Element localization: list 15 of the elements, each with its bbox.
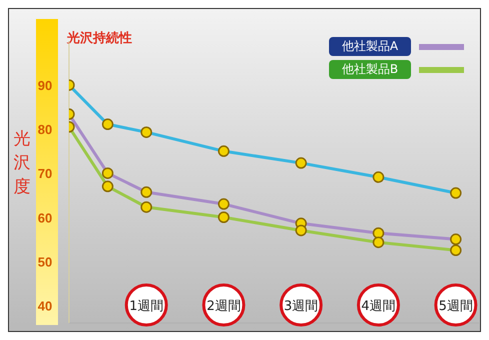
y-tick-label: 50	[38, 254, 52, 270]
x-tick-label: 2週間	[206, 299, 241, 314]
chart-title: 光沢持続性	[67, 30, 132, 47]
y-axis-title: 光沢度	[12, 128, 32, 199]
x-tick-label: 5週間	[438, 299, 473, 314]
x-tick-label: 4週間	[361, 299, 396, 314]
y-tick-label: 70	[38, 166, 52, 182]
legend-label: 他社製品B	[329, 60, 411, 79]
y-tick-label: 40	[38, 298, 52, 314]
x-tick-label: 3週間	[284, 299, 318, 314]
x-tick-label: 1週間	[129, 299, 164, 314]
legend-label: 他社製品A	[329, 37, 411, 56]
y-tick-label: 80	[38, 122, 52, 138]
y-tick-label: 60	[38, 210, 52, 226]
y-tick-label: 90	[38, 78, 52, 94]
